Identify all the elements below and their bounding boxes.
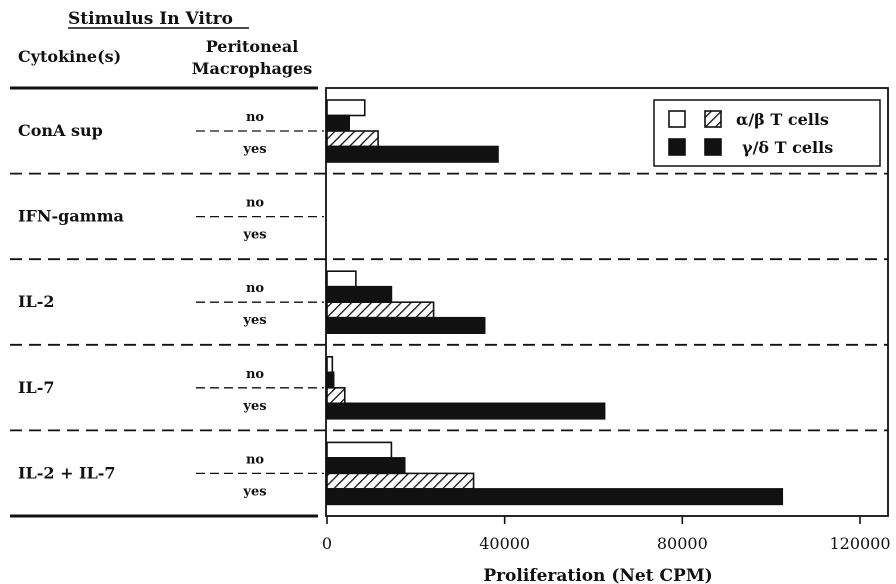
- macrophages-yes-label: yes: [242, 399, 266, 414]
- bar-il-2-il-7-yes-gamma-delta: [326, 488, 784, 506]
- bar-il-2-il-7-no-gamma-delta: [326, 457, 406, 475]
- legend-label-gamma-delta: γ/δ T cells: [742, 138, 833, 157]
- bar-il-7-no-gamma-delta: [326, 371, 335, 389]
- macrophages-yes-label: yes: [242, 142, 266, 157]
- bar-il-2-no-gamma-delta: [326, 285, 393, 304]
- macrophages-column-header-line2: Macrophages: [192, 59, 312, 78]
- x-tick-label: 80000: [657, 534, 708, 553]
- bar-il-2-yes-alpha-beta: [326, 301, 435, 319]
- cytokine-label-ifn-gamma: IFN-gamma: [18, 207, 124, 226]
- stimulus-in-vitro-title: Stimulus In Vitro: [68, 9, 233, 29]
- cytokine-label-il-2: IL-2: [18, 292, 55, 311]
- bar-cona-sup-yes-gamma-delta: [326, 145, 499, 163]
- x-tick-label: 0: [322, 534, 332, 553]
- macrophages-no-label: no: [246, 367, 264, 382]
- legend-box: [653, 99, 881, 167]
- bar-il-2-yes-gamma-delta: [326, 316, 486, 335]
- bar-il-2-il-7-no-alpha-beta: [326, 441, 393, 459]
- bar-il-2-il-7-yes-alpha-beta: [326, 472, 475, 490]
- cytokine-label-il-7: IL-7: [18, 378, 55, 397]
- legend-swatch-open: [668, 110, 686, 128]
- macrophages-yes-label: yes: [242, 313, 266, 328]
- bar-il-7-yes-gamma-delta: [326, 402, 606, 420]
- macrophages-no-label: no: [246, 196, 264, 211]
- bar-il-7-yes-alpha-beta: [326, 386, 346, 405]
- legend-swatch-solid-1: [668, 138, 686, 156]
- x-tick-label: 40000: [479, 534, 530, 553]
- x-axis-title: Proliferation (Net CPM): [483, 566, 712, 584]
- legend-label-alpha-beta: α/β T cells: [736, 110, 829, 129]
- macrophages-yes-label: yes: [242, 228, 266, 243]
- cytokine-label-il-2-il-7: IL-2 + IL-7: [18, 463, 116, 482]
- bar-cona-sup-no-alpha-beta: [326, 99, 366, 117]
- bar-cona-sup-yes-alpha-beta: [326, 130, 379, 148]
- macrophages-no-label: no: [246, 281, 264, 296]
- legend-swatch-hatched: [704, 110, 722, 128]
- bar-cona-sup-no-gamma-delta: [326, 114, 351, 132]
- cytokine-label-cona-sup: ConA sup: [18, 121, 103, 140]
- plot-frame: [325, 87, 889, 517]
- cytokine-column-header: Cytokine(s): [18, 47, 121, 66]
- bar-il-7-no-alpha-beta: [326, 355, 334, 374]
- macrophages-column-header-line1: Peritoneal: [206, 37, 299, 56]
- legend-swatch-solid-2: [704, 138, 722, 156]
- x-tick-label: 120000: [829, 534, 890, 553]
- macrophages-yes-label: yes: [242, 484, 266, 499]
- legend: α/β T cells γ/δ T cells: [653, 99, 881, 167]
- macrophages-no-label: no: [246, 110, 264, 125]
- macrophages-no-label: no: [246, 452, 264, 467]
- bar-il-2-no-alpha-beta: [326, 270, 357, 288]
